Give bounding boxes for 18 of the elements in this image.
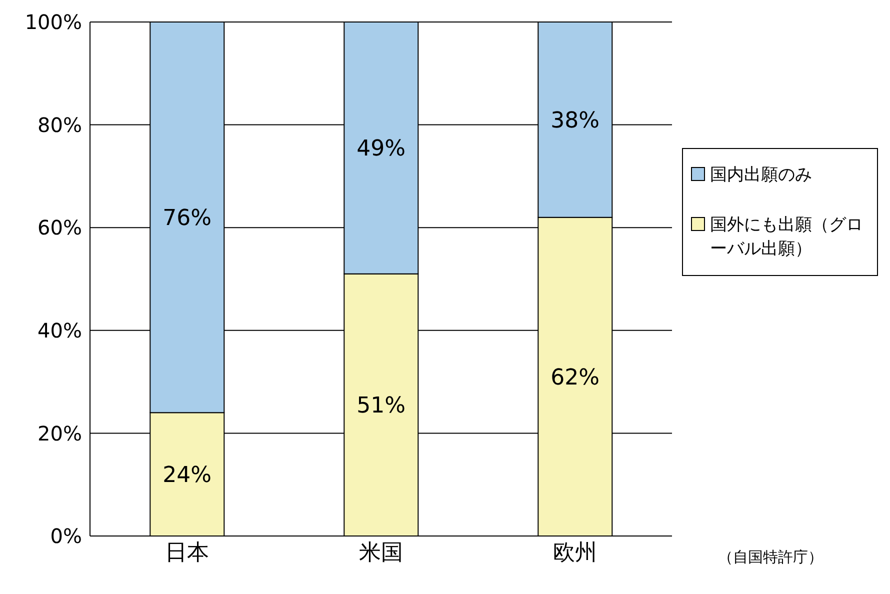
legend-label: 国外にも出願（グローバル出願） <box>710 214 864 261</box>
x-tick-label: 日本 <box>165 540 209 566</box>
y-tick-label: 40% <box>38 318 82 342</box>
y-tick-label: 20% <box>38 421 82 446</box>
data-label: 38% <box>550 108 600 134</box>
x-tick-label: 米国 <box>359 540 403 566</box>
data-label: 51% <box>356 394 406 419</box>
data-label: 24% <box>162 463 212 488</box>
y-tick-label: 100% <box>24 10 82 34</box>
legend-label: 国内出願のみ <box>710 164 812 187</box>
data-label: 62% <box>550 365 600 390</box>
data-label: 49% <box>356 136 406 162</box>
y-tick-label: 80% <box>38 112 82 137</box>
data-label: 76% <box>162 206 212 232</box>
y-tick-label: 60% <box>38 216 82 240</box>
y-tick-label: 0% <box>50 524 82 548</box>
x-tick-label: 欧州 <box>553 540 597 566</box>
text: （自国特許庁） <box>718 548 823 567</box>
